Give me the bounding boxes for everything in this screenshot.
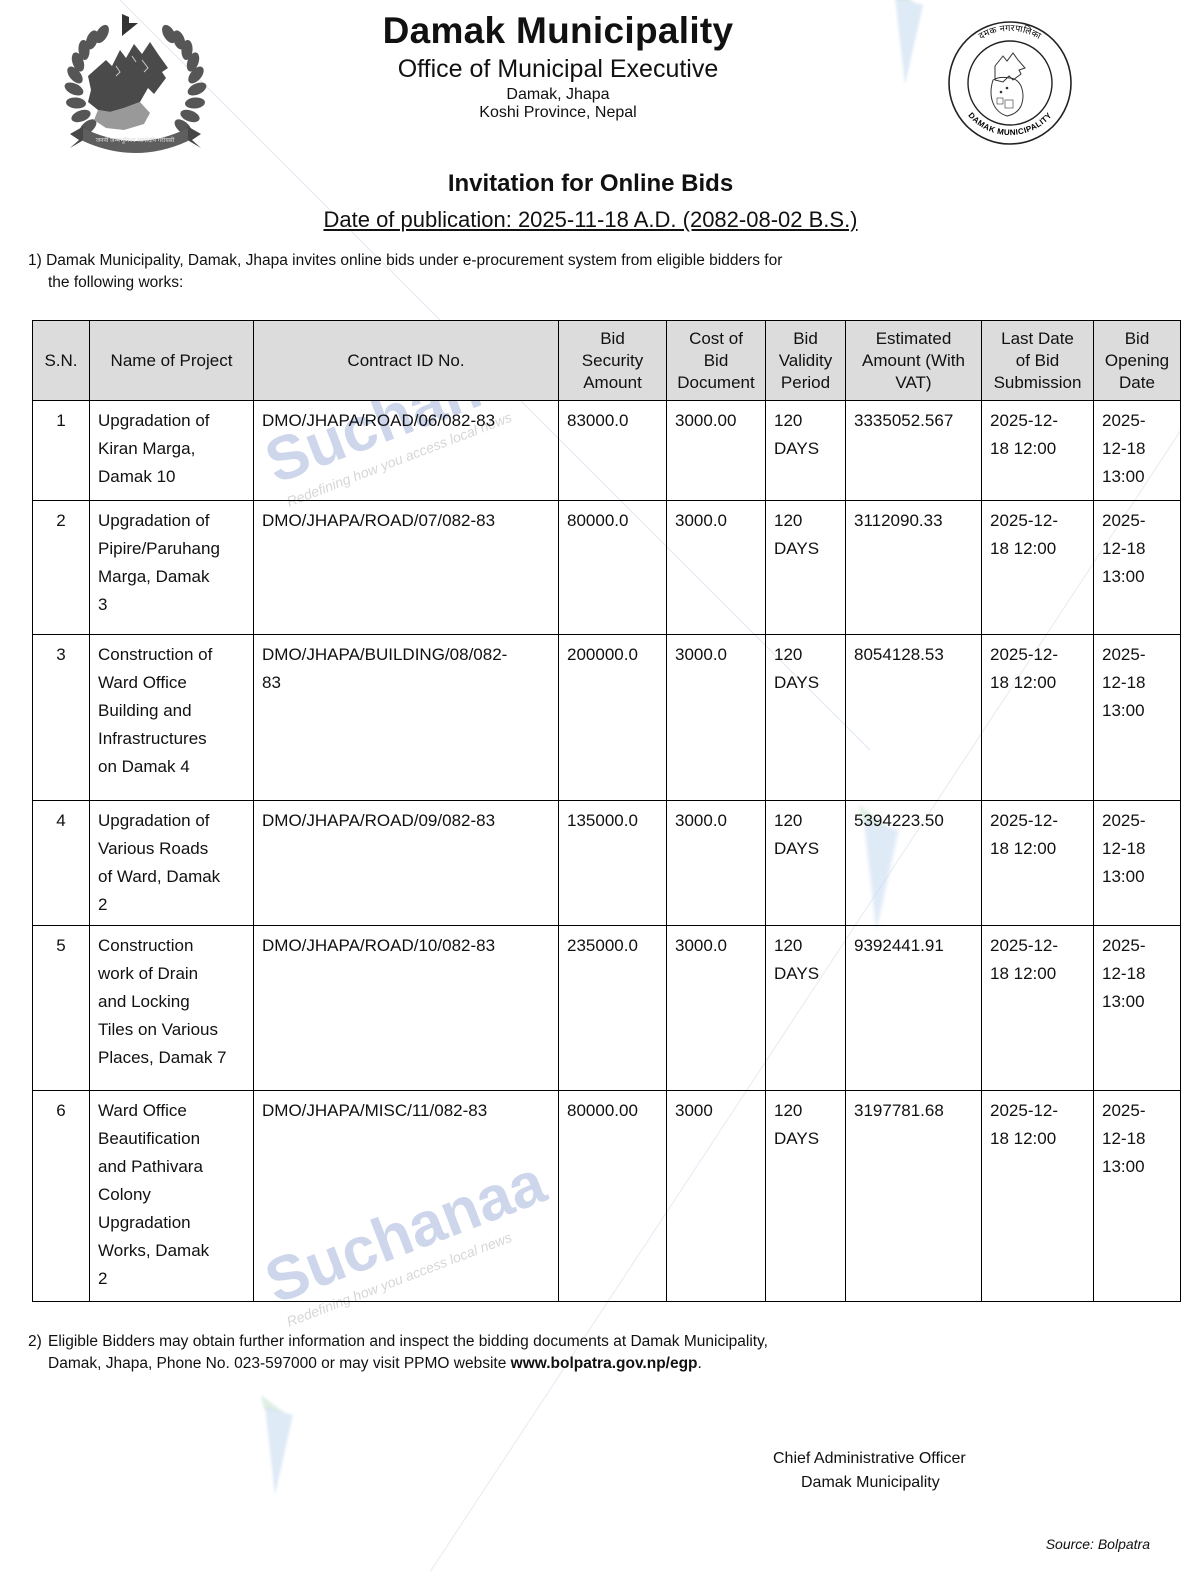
svg-text:DAMAK MUNICIPALITY: DAMAK MUNICIPALITY xyxy=(966,111,1053,138)
svg-text:जननी जन्मभूमिश्च स्वर्गादपि गर: जननी जन्मभूमिश्च स्वर्गादपि गरीयसी xyxy=(96,136,175,144)
svg-text:दमक नगरपालिका: दमक नगरपालिका xyxy=(977,23,1043,41)
